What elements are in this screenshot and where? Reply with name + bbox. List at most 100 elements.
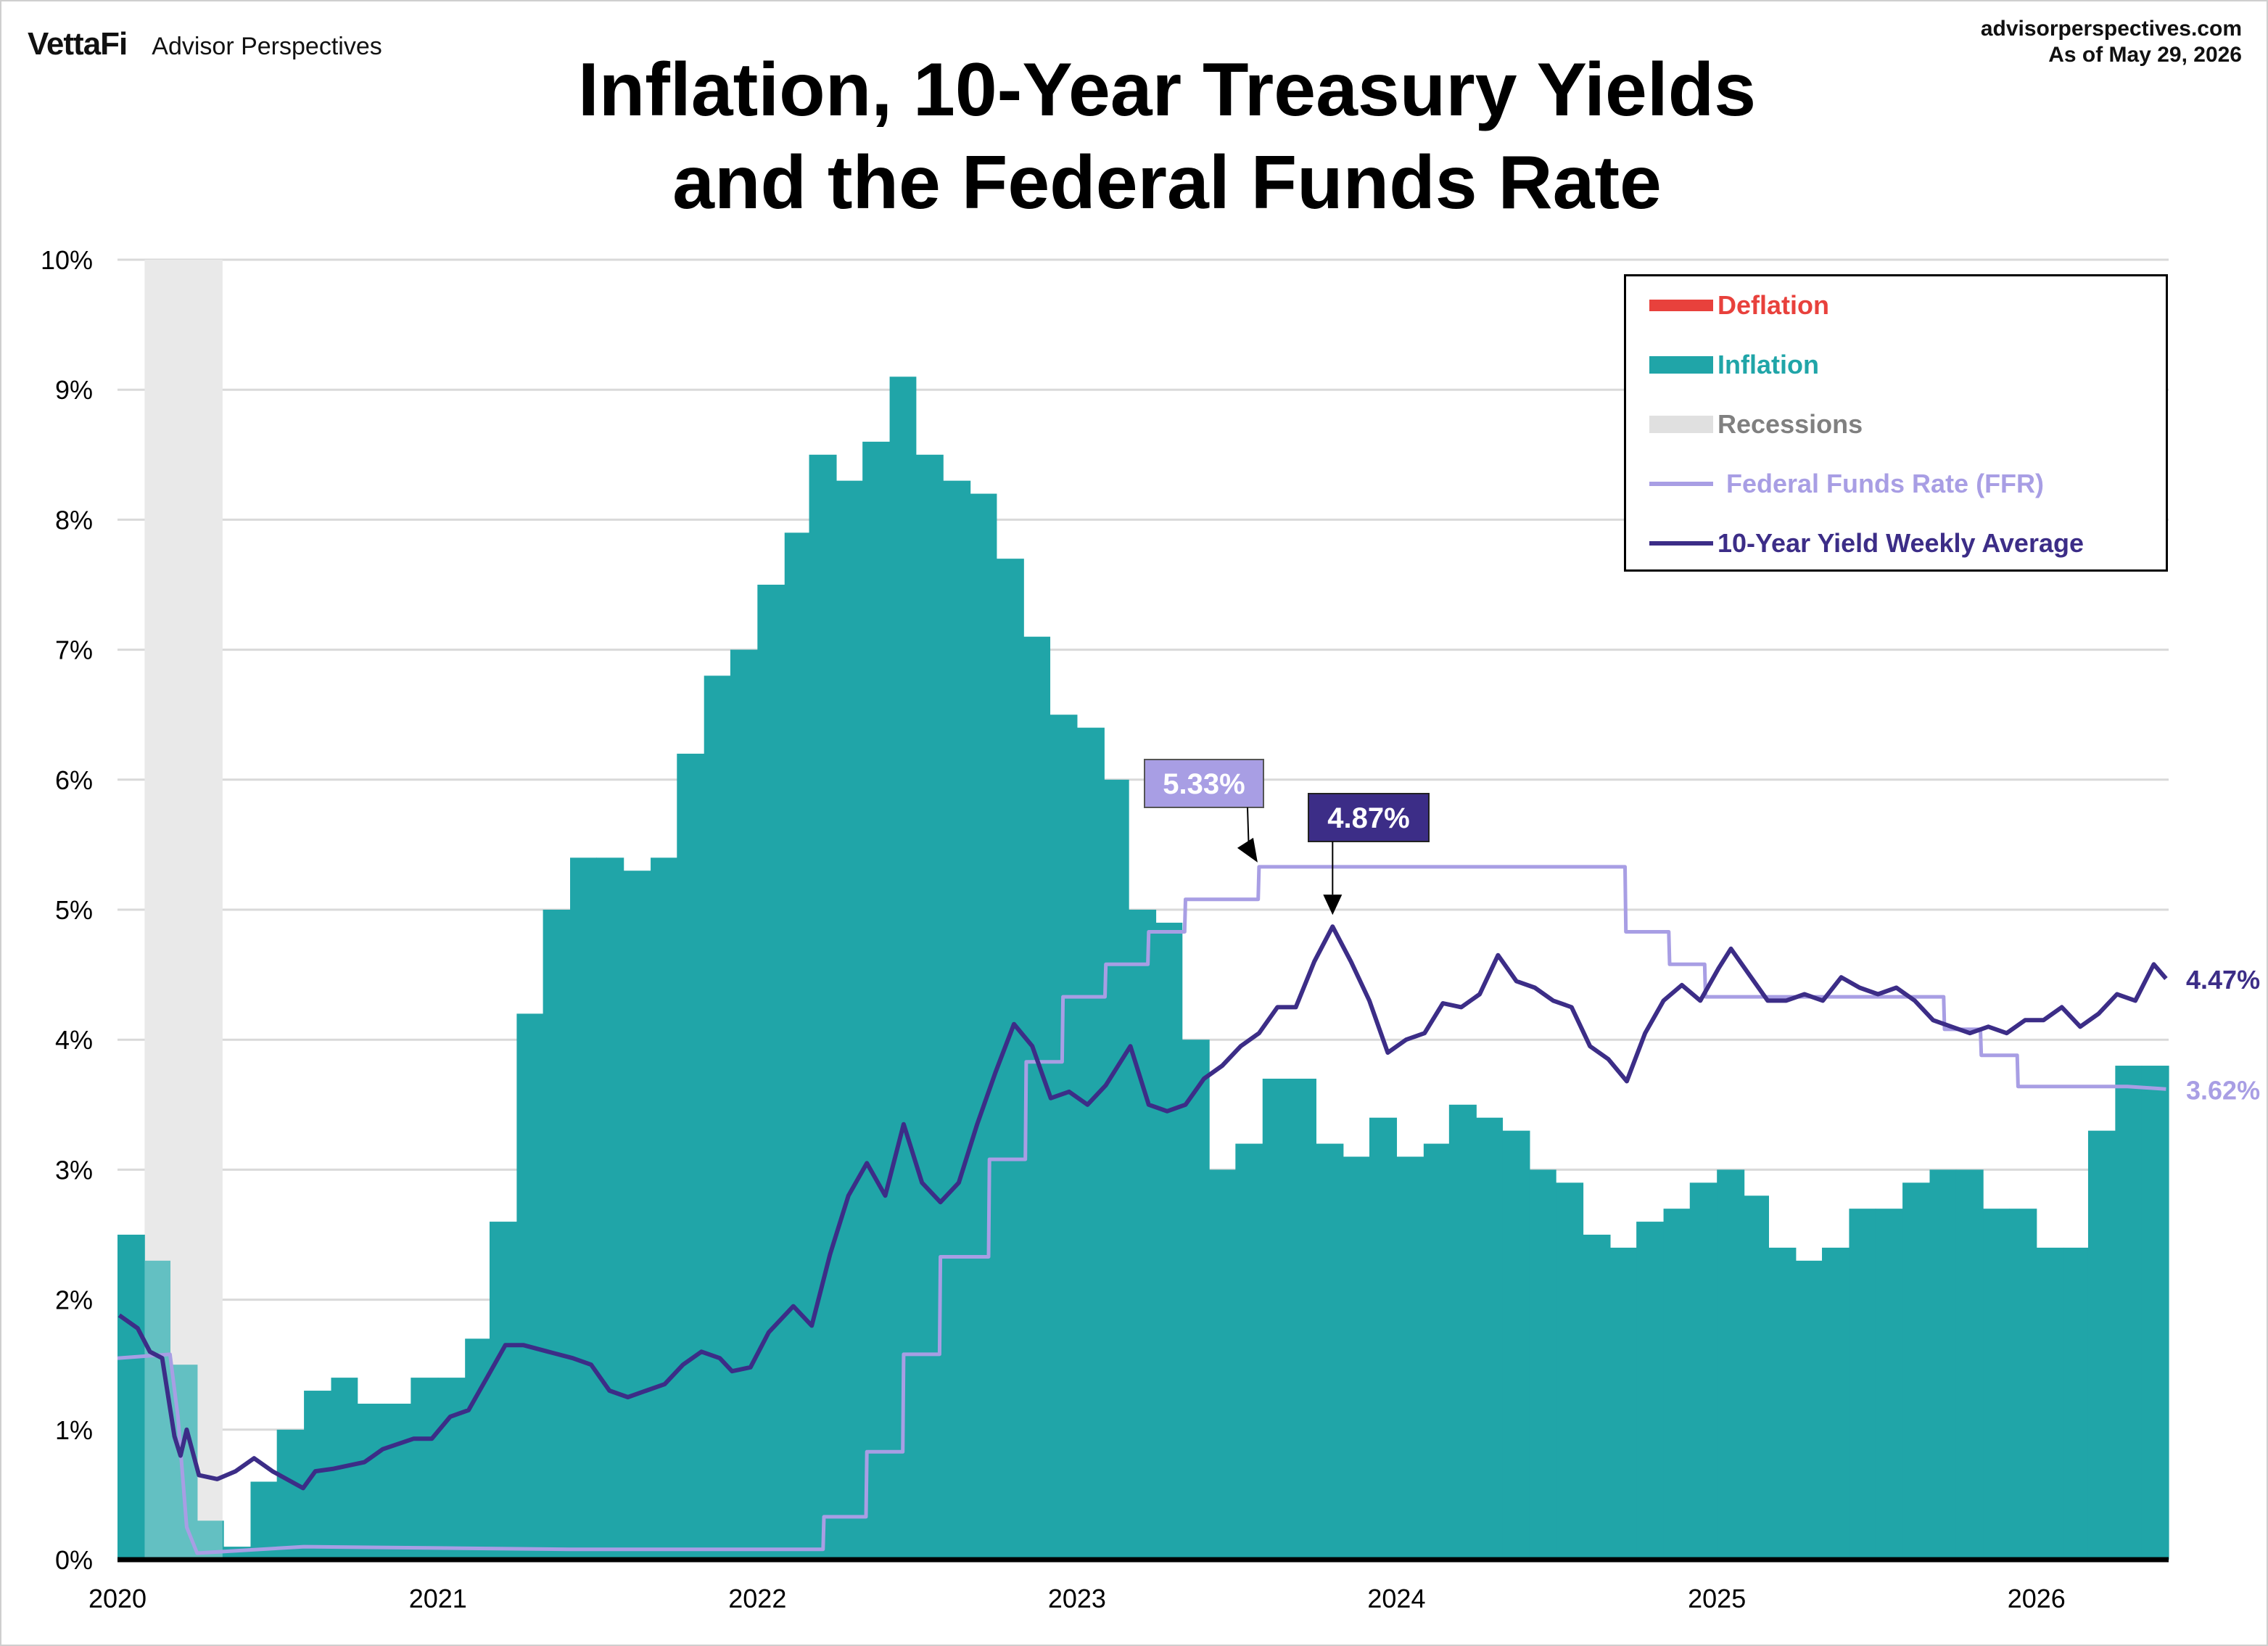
legend: Deflation Inflation Recessions Federal F… <box>1624 274 2168 572</box>
legend-swatch-inflation <box>1649 356 1713 374</box>
ffr-line <box>117 865 2166 1555</box>
brand-name: Advisor Perspectives <box>152 33 382 60</box>
inflation-bar <box>623 871 651 1560</box>
inflation-bar <box>276 1429 305 1560</box>
legend-swatch-yield <box>1649 541 1713 546</box>
inflation-bar <box>943 480 971 1560</box>
y-tick-label: 6% <box>55 765 93 795</box>
chart-title: Inflation, 10-Year Treasury Yields and t… <box>0 44 2268 229</box>
inflation-bar <box>1556 1182 1584 1560</box>
inflation-bar <box>596 857 624 1560</box>
as-of-date: As of May 29, 2026 <box>2048 43 2242 67</box>
inflation-bar <box>570 857 597 1560</box>
ffr-last-label: 3.62% <box>2186 1075 2260 1105</box>
inflation-bar <box>1609 1247 1637 1560</box>
inflation-bar <box>1717 1169 1745 1560</box>
chart-title-line-2: and the Federal Funds Rate <box>672 141 1662 225</box>
y-tick-label: 0% <box>55 1545 93 1575</box>
inflation-bar <box>516 1013 544 1560</box>
inflation-bar <box>2063 1247 2089 1560</box>
inflation-bar <box>1583 1235 1611 1560</box>
inflation-bar <box>1822 1247 1850 1560</box>
inflation-bar <box>1955 1169 1984 1560</box>
legend-swatch-recessions <box>1649 416 1713 433</box>
legend-label-inflation: Inflation <box>1718 350 1819 379</box>
y-tick-label: 8% <box>55 505 93 535</box>
legend-label-ffr: Federal Funds Rate (FFR) <box>1726 469 2045 498</box>
legend-label-recessions: Recessions <box>1718 409 1863 439</box>
inflation-bar <box>1875 1209 1903 1560</box>
inflation-bar <box>757 585 785 1560</box>
legend-label-deflation: Deflation <box>1718 290 1830 320</box>
legend-item-inflation: Inflation <box>1649 350 1819 379</box>
x-tick-label: 2021 <box>409 1584 467 1613</box>
inflation-bar <box>1129 910 1157 1560</box>
inflation-bar <box>1209 1169 1236 1560</box>
legend-item-recessions: Recessions <box>1649 409 1863 439</box>
y-tick-label: 4% <box>55 1025 93 1055</box>
ffr-peak-callout-label: 5.33% <box>1163 768 1245 800</box>
inflation-bar <box>304 1391 332 1560</box>
yield-line <box>117 924 2168 1491</box>
inflation-bar <box>1050 715 1078 1560</box>
chart-title-line-1: Inflation, 10-Year Treasury Yields <box>577 48 1757 132</box>
x-tick-label: 2025 <box>1688 1584 1746 1613</box>
inflation-bar <box>250 1481 278 1560</box>
inflation-bar <box>437 1378 466 1560</box>
recession-overlay <box>144 260 223 1560</box>
inflation-bar <box>1929 1169 1957 1560</box>
source-block: advisorperspectives.com As of May 29, 20… <box>1981 16 2242 68</box>
inflation-bar <box>677 753 705 1560</box>
y-tick-label: 7% <box>55 635 93 665</box>
inflation-bar <box>384 1403 411 1560</box>
yield-peak-callout-label: 4.87% <box>1327 802 1409 834</box>
x-tick-label: 2026 <box>2008 1584 2066 1613</box>
inflation-bar <box>651 857 677 1560</box>
ffr-peak-arrowhead <box>1237 837 1258 863</box>
inflation-bar <box>730 649 758 1560</box>
inflation-bar <box>1396 1156 1424 1560</box>
inflation-bar <box>1316 1143 1344 1560</box>
inflation-bar <box>1448 1104 1477 1560</box>
inflation-bar <box>1262 1078 1290 1560</box>
y-tick-label: 3% <box>55 1155 93 1185</box>
y-tick-label: 1% <box>55 1415 93 1445</box>
y-tick-label: 9% <box>55 375 93 405</box>
yield-peak-callout-box <box>1308 793 1430 842</box>
yield-last-label: 4.47% <box>2186 965 2260 995</box>
legend-item-yield: 10-Year Yield Weekly Average <box>1649 528 2084 558</box>
inflation-bar <box>465 1338 490 1560</box>
inflation-bar <box>1155 922 1183 1560</box>
inflation-bar <box>1343 1156 1370 1560</box>
inflation-bar <box>1636 1222 1665 1560</box>
inflation-bar <box>1502 1130 1530 1560</box>
inflation-bar <box>1076 728 1105 1560</box>
inflation-bar <box>784 532 810 1560</box>
inflation-bar <box>704 675 731 1560</box>
inflation-bar <box>1795 1260 1823 1560</box>
yield-peak-arrowhead <box>1323 894 1343 915</box>
source-url: advisorperspectives.com <box>1980 17 2242 41</box>
inflation-bar <box>1476 1117 1504 1560</box>
inflation-bar <box>543 910 571 1560</box>
inflation-bar <box>1529 1169 1556 1560</box>
inflation-bar <box>144 1260 171 1560</box>
inflation-bar <box>809 454 837 1560</box>
inflation-bar <box>2036 1247 2064 1560</box>
inflation-bar <box>2009 1209 2037 1560</box>
vettafi-logo: VettaFi <box>28 26 128 62</box>
inflation-bar <box>836 480 863 1560</box>
inflation-bar <box>1768 1247 1797 1560</box>
inflation-bar <box>2141 1066 2169 1560</box>
inflation-bar <box>2115 1066 2143 1560</box>
x-tick-label: 2020 <box>88 1584 147 1613</box>
brand: VettaFi Advisor Perspectives <box>28 26 382 62</box>
inflation-bar <box>357 1403 385 1560</box>
inflation-bar <box>1849 1209 1876 1560</box>
inflation-bar <box>1104 779 1129 1560</box>
inflation-bar <box>970 493 997 1560</box>
inflation-bar <box>1369 1117 1398 1560</box>
inflation-bar <box>1235 1143 1263 1560</box>
